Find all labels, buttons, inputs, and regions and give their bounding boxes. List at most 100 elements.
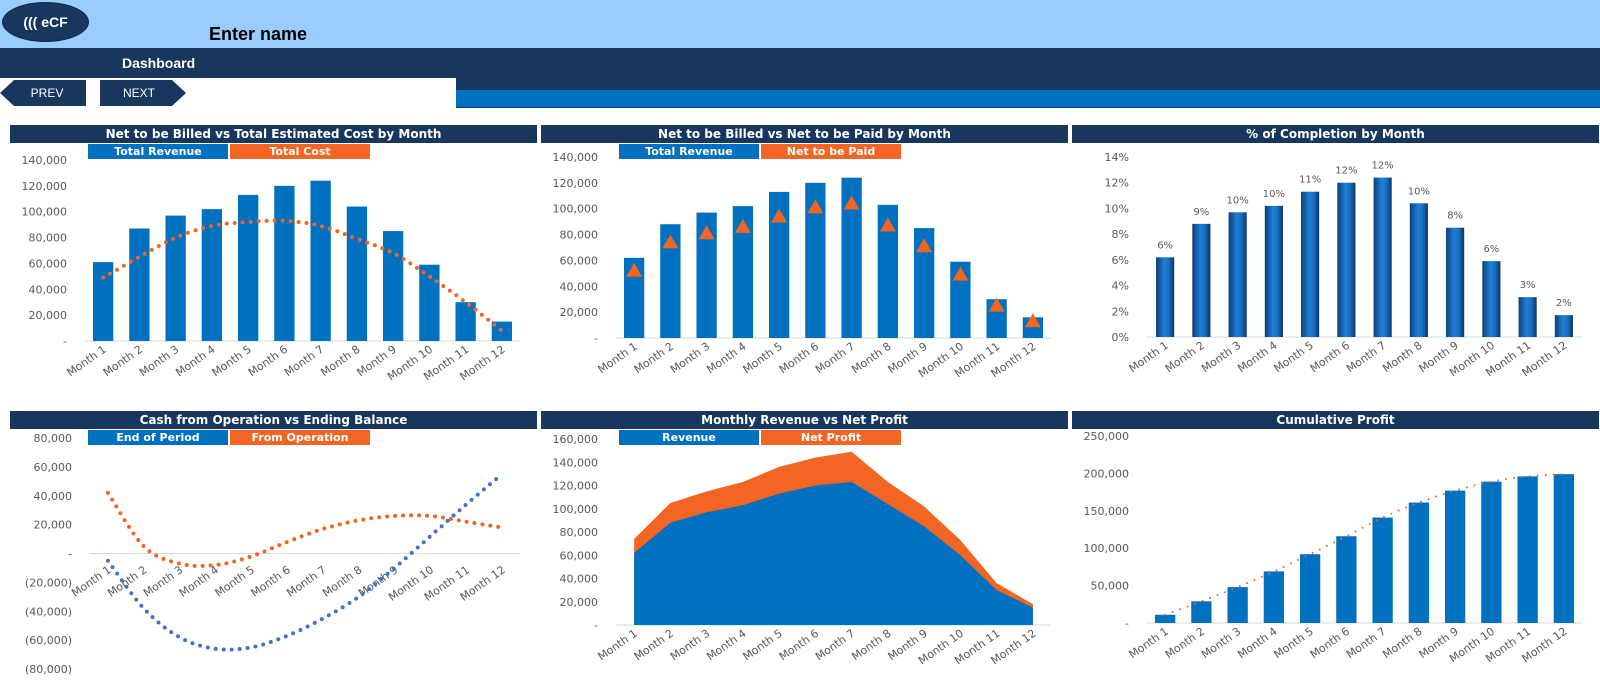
- x-tick-label: Month 2: [632, 627, 676, 663]
- line-profit-trend: [1164, 473, 1565, 616]
- accent-strip: [456, 90, 1600, 107]
- data-label: 8%: [1447, 211, 1463, 222]
- chart-title: Cumulative Profit: [1072, 411, 1599, 429]
- y-tick-label: (80,000): [25, 663, 72, 676]
- x-tick-label: Month 7: [1344, 625, 1388, 661]
- bar-total-revenue: [382, 231, 404, 341]
- area-revenue: [634, 482, 1033, 625]
- bar-total-revenue: [913, 228, 935, 338]
- bar-completion: [1228, 212, 1247, 337]
- y-tick-label: 2%: [1112, 305, 1129, 318]
- prev-button[interactable]: PREV: [0, 80, 86, 106]
- marker-net-to-be-paid: [698, 225, 715, 240]
- x-tick-label: Month 4: [1235, 625, 1279, 661]
- bar-total-revenue: [129, 228, 150, 341]
- y-tick-label: 20,000: [560, 596, 599, 609]
- x-tick-label: Month 5: [1272, 339, 1316, 375]
- bar-total-revenue: [841, 177, 862, 338]
- app-logo[interactable]: ((( eCF: [2, 2, 89, 42]
- x-tick-label: Month 3: [137, 343, 181, 379]
- y-tick-label: -: [68, 548, 72, 561]
- x-tick-label: Month 2: [632, 340, 676, 376]
- x-tick-label: Month 7: [1344, 339, 1388, 375]
- bar-completion: [1482, 261, 1501, 337]
- y-tick-label: 80,000: [29, 232, 68, 245]
- y-tick-label: 40,000: [29, 283, 68, 296]
- x-tick-label: Month 5: [741, 340, 785, 376]
- x-tick-label: Month 5: [1272, 625, 1316, 661]
- chart-title: Monthly Revenue vs Net Profit: [541, 411, 1068, 429]
- marker-net-to-be-paid: [771, 208, 788, 223]
- x-tick-label: Month 8: [1380, 339, 1424, 375]
- x-tick-label: Month 4: [704, 627, 748, 663]
- x-tick-label: Month 5: [210, 343, 254, 379]
- marker-net-to-be-paid: [626, 262, 643, 277]
- y-tick-label: 250,000: [1084, 430, 1130, 443]
- bar-completion: [1409, 203, 1428, 337]
- x-tick-label: Month 7: [813, 627, 857, 663]
- x-tick-label: Month 6: [1308, 625, 1352, 661]
- x-tick-label: Month 6: [1308, 339, 1352, 375]
- data-label: 12%: [1335, 166, 1357, 177]
- x-tick-label: Month 3: [668, 340, 712, 376]
- bar-cumulative-profit: [1372, 517, 1393, 623]
- data-label: 6%: [1157, 240, 1173, 251]
- x-tick-label: Month 1: [1127, 339, 1171, 375]
- legend-total-revenue: Total Revenue: [619, 144, 759, 159]
- bar-cumulative-profit: [1263, 571, 1285, 623]
- y-tick-label: 8%: [1112, 228, 1129, 241]
- y-tick-label: 150,000: [1084, 505, 1130, 518]
- x-tick-label: Month 7: [282, 343, 326, 379]
- x-tick-label: Month 2: [101, 343, 145, 379]
- bar-completion: [1264, 205, 1283, 337]
- bar-completion: [1373, 177, 1392, 337]
- next-button[interactable]: NEXT: [100, 80, 186, 106]
- y-tick-label: (40,000): [25, 605, 72, 618]
- marker-net-to-be-paid: [734, 218, 751, 233]
- marker-net-to-be-paid: [843, 195, 860, 210]
- x-tick-label: Month 4: [704, 340, 748, 376]
- bar-completion: [1554, 315, 1573, 337]
- x-tick-label: Month 1: [596, 340, 640, 376]
- bar-cumulative-profit: [1299, 554, 1321, 623]
- bar-total-revenue: [92, 262, 114, 341]
- bar-completion: [1156, 257, 1175, 337]
- x-tick-label: Month 2: [1163, 625, 1207, 661]
- bar-total-revenue: [877, 204, 899, 338]
- x-tick-label: Month 8: [849, 340, 893, 376]
- x-tick-label: Month 4: [177, 563, 221, 599]
- y-tick-label: 80,000: [560, 526, 599, 539]
- data-label: 10%: [1263, 189, 1285, 200]
- y-tick-label: 140,000: [22, 154, 68, 167]
- data-label: 10%: [1408, 186, 1430, 197]
- x-tick-label: Month 8: [318, 343, 362, 379]
- bar-total-revenue: [623, 257, 645, 338]
- y-tick-label: 120,000: [553, 177, 599, 190]
- line-total-cost: [101, 218, 504, 333]
- x-tick-label: Month 5: [213, 563, 257, 599]
- data-label: 6%: [1483, 244, 1499, 255]
- bar-cumulative-profit: [1154, 614, 1176, 623]
- chart-title: Net to be Billed vs Net to be Paid by Mo…: [541, 125, 1068, 143]
- y-tick-label: 80,000: [34, 432, 73, 445]
- x-tick-label: Month 4: [173, 343, 217, 379]
- x-tick-label: Month 8: [320, 563, 364, 599]
- bar-total-revenue: [696, 212, 717, 338]
- legend-end-of-period: End of Period: [88, 430, 228, 445]
- x-tick-label: Month 4: [1235, 339, 1279, 375]
- chart-cumulative-profit: - 50,000 100,000 150,000 200,000 250,000 Month…: [1084, 430, 1582, 665]
- chart-panel-completion: % of Completion by Month 0% 2% 4% 6% 8% 10% 12…: [1072, 125, 1599, 401]
- x-tick-label: Month 6: [248, 563, 292, 599]
- y-tick-label: (20,000): [25, 576, 72, 589]
- data-label: 11%: [1299, 175, 1321, 186]
- chart-title: Net to be Billed vs Total Estimated Cost…: [10, 125, 537, 143]
- y-tick-label: 120,000: [553, 480, 599, 493]
- bar-total-revenue: [274, 185, 295, 341]
- y-tick-label: 80,000: [560, 229, 599, 242]
- x-tick-label: Month 8: [1380, 625, 1424, 661]
- data-label: 2%: [1556, 298, 1572, 309]
- bar-total-revenue: [346, 206, 368, 341]
- bar-completion: [1337, 182, 1356, 337]
- y-tick-label: 200,000: [1084, 467, 1130, 480]
- bar-completion: [1301, 191, 1320, 337]
